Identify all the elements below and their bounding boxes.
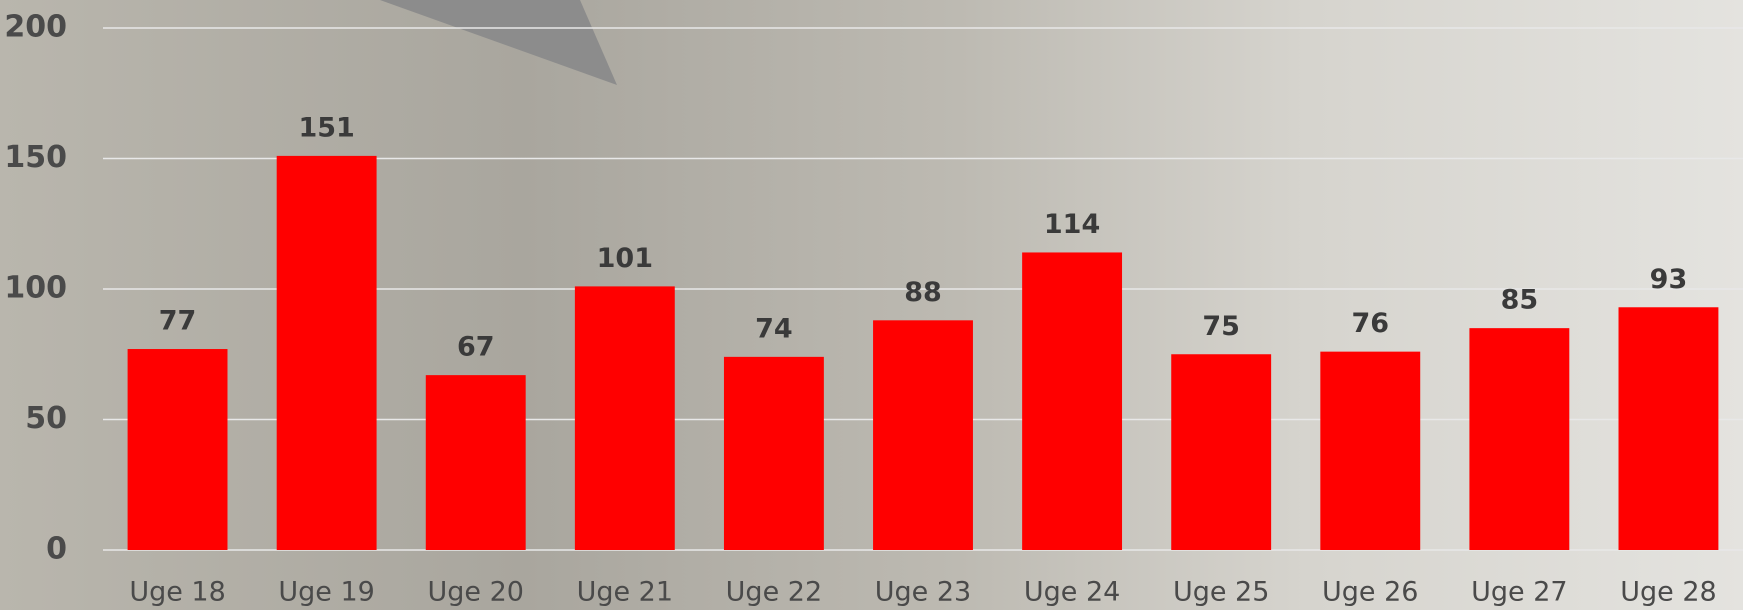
x-tick-label: Uge 22	[726, 577, 822, 608]
bar	[1320, 352, 1420, 550]
x-tick-label: Uge 19	[278, 577, 374, 608]
bar	[426, 375, 526, 550]
bar	[1469, 328, 1569, 550]
value-label: 75	[1202, 311, 1240, 342]
y-tick-label: 150	[4, 140, 67, 175]
bar	[873, 320, 973, 550]
bar	[277, 156, 377, 550]
value-label: 114	[1044, 209, 1100, 240]
x-tick-label: Uge 26	[1322, 577, 1418, 608]
bar	[1022, 252, 1122, 550]
value-label: 151	[298, 112, 354, 143]
x-tick-label: Uge 24	[1024, 577, 1120, 608]
bar	[575, 286, 675, 550]
x-tick-label: Uge 20	[428, 577, 524, 608]
value-label: 77	[159, 306, 197, 337]
x-tick-label: Uge 27	[1471, 577, 1567, 608]
bar	[128, 349, 228, 550]
value-label: 85	[1501, 285, 1539, 316]
page: {"chart_data": {"type": "bar", "categori…	[0, 0, 1743, 610]
value-label: 76	[1351, 308, 1389, 339]
value-label: 101	[597, 243, 653, 274]
x-tick-label: Uge 18	[129, 577, 225, 608]
bar	[1171, 354, 1271, 550]
bar	[724, 357, 824, 550]
y-tick-label: 100	[4, 271, 67, 306]
x-tick-label: Uge 25	[1173, 577, 1269, 608]
value-label: 93	[1650, 264, 1688, 295]
x-tick-label: Uge 28	[1620, 577, 1716, 608]
value-label: 67	[457, 332, 495, 363]
value-label: 88	[904, 277, 942, 308]
y-tick-label: 50	[25, 401, 67, 436]
chart: 0 50 100 150 200 77 Uge 18 151 Uge 19 67 Uge 20 101…	[0, 0, 1743, 610]
x-tick-label: Uge 23	[875, 577, 971, 608]
value-label: 74	[755, 313, 793, 344]
x-tick-label: Uge 21	[577, 577, 673, 608]
y-tick-label: 0	[46, 532, 67, 567]
y-tick-label: 200	[4, 10, 67, 45]
bar	[1619, 307, 1719, 550]
